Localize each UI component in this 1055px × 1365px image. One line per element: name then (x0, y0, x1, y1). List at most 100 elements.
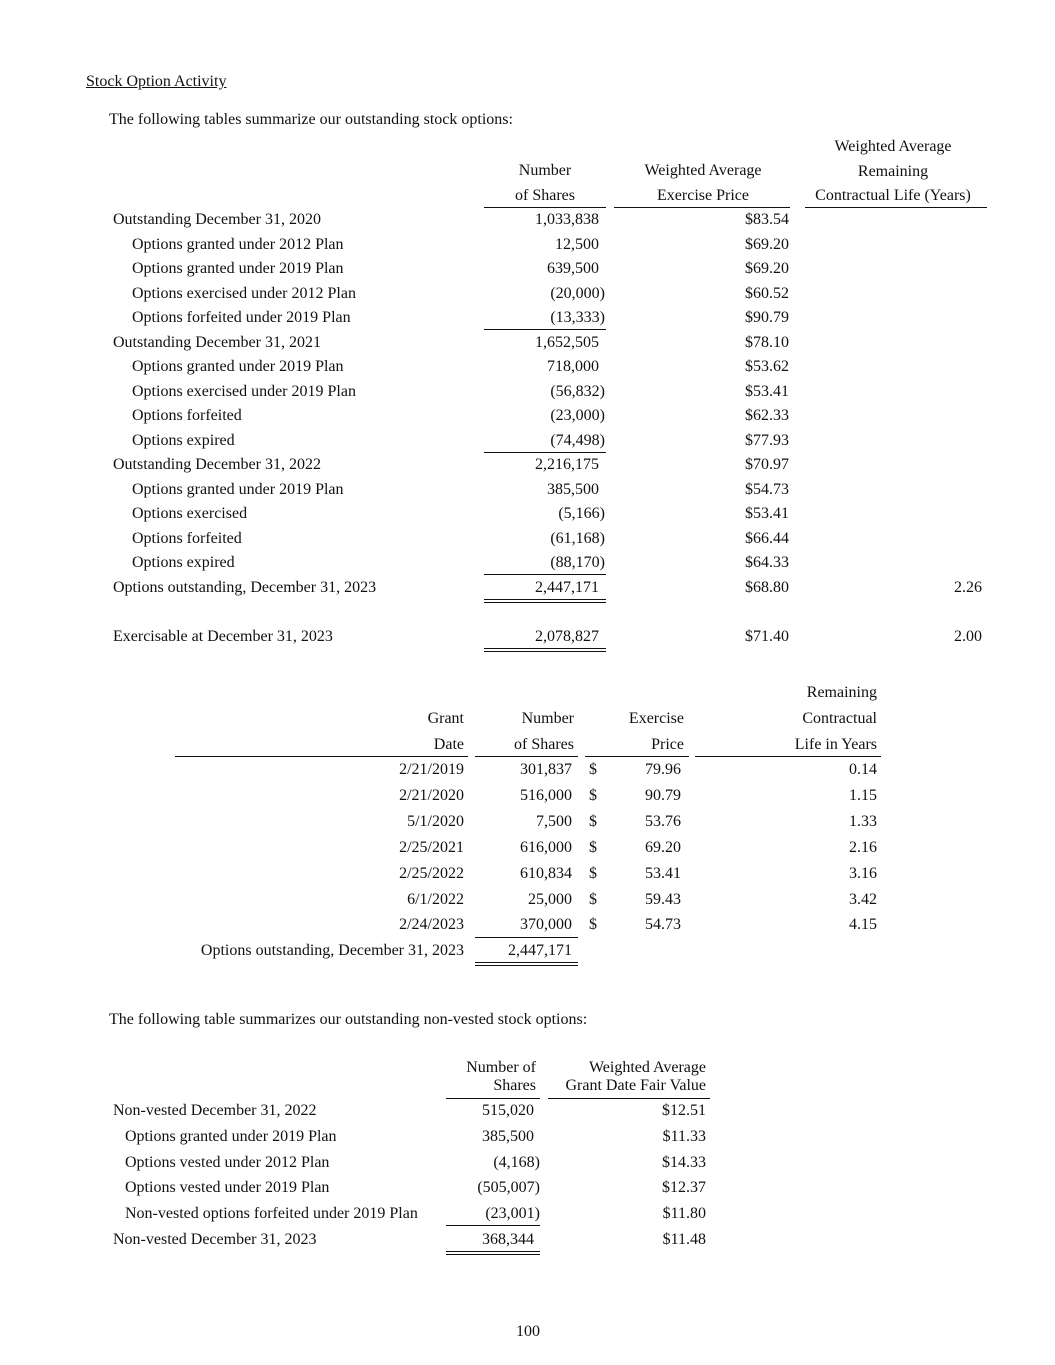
shares-value: 385,500 (482, 1127, 534, 1145)
column-header-shares: Number of (466, 1059, 536, 1076)
rule-line (475, 962, 578, 963)
shares-value: 718,000 (547, 358, 599, 376)
column-header-life: Remaining (857, 162, 929, 180)
page-number: 100 (516, 1323, 540, 1340)
grant-date: 2/21/2019 (399, 761, 464, 778)
price-value: $90.79 (745, 309, 789, 327)
value: $12.37 (662, 1179, 706, 1197)
rule-line (446, 1254, 540, 1255)
rule-line (484, 329, 606, 331)
shares-value: 1,033,838 (535, 211, 599, 228)
price-value: 54.73 (645, 916, 681, 934)
shares-value: (56,832) (550, 382, 605, 400)
column-header-value: Weighted Average (588, 1059, 706, 1076)
row-label: Options expired (132, 431, 235, 449)
life-value: 3.16 (849, 864, 877, 882)
row-label: Non-vested options forfeited under 2019 … (125, 1205, 418, 1223)
rule-line (446, 1251, 540, 1252)
shares-value: 1,652,505 (535, 333, 599, 351)
column-header-shares: Number (521, 710, 574, 727)
column-header-value: Grant Date Fair Value (565, 1077, 706, 1094)
life-value: 1.33 (849, 812, 877, 830)
column-header-shares: Shares (493, 1077, 536, 1094)
life-value: 0.14 (849, 761, 877, 778)
row-label: Options forfeited (132, 529, 242, 547)
price-value: 69.20 (645, 838, 681, 856)
grant-date: 2/25/2021 (399, 838, 464, 856)
row-label: Outstanding December 31, 2020 (113, 211, 321, 228)
life-value: 4.15 (849, 916, 877, 934)
column-header-price: Exercise (628, 710, 684, 727)
column-header-life: Weighted Average (834, 138, 952, 155)
rule-line (475, 965, 578, 966)
price-value: $53.62 (745, 358, 789, 376)
price-value: $70.97 (745, 456, 789, 474)
header-rule (475, 756, 578, 757)
total-label: Options outstanding, December 31, 2023 (200, 942, 464, 959)
header-rule (446, 1098, 540, 1099)
price-value: $60.52 (745, 284, 789, 302)
value: $12.51 (662, 1102, 706, 1119)
grant-date: 5/1/2020 (407, 812, 464, 830)
shares-value: (4,168) (493, 1153, 540, 1171)
price-value: $78.10 (745, 333, 789, 351)
row-label: Non-vested December 31, 2023 (113, 1231, 317, 1248)
price-value: 53.76 (645, 812, 681, 830)
row-label: Options forfeited (132, 407, 242, 425)
shares-value: 639,500 (547, 260, 599, 278)
column-header-shares: of Shares (515, 187, 575, 204)
shares-value: 7,500 (536, 812, 572, 830)
currency-symbol: $ (589, 812, 597, 830)
rule-line (484, 651, 606, 652)
price-value: $83.54 (745, 211, 789, 228)
price-value: $66.44 (745, 529, 789, 547)
rule-line (484, 648, 606, 649)
grant-date: 2/21/2020 (399, 786, 464, 804)
grant-date: 2/24/2023 (399, 916, 464, 934)
row-label: Options granted under 2012 Plan (132, 235, 344, 253)
life-value: 3.42 (849, 890, 877, 908)
row-label: Options vested under 2012 Plan (125, 1153, 330, 1171)
rule-line (484, 574, 606, 576)
currency-symbol: $ (589, 864, 597, 882)
price-value: $62.33 (745, 407, 789, 425)
shares-value: 370,000 (520, 916, 572, 934)
shares-value: 2,447,171 (535, 578, 599, 596)
intro-text-2: The following table summarizes our outst… (109, 1011, 588, 1028)
rule-line (484, 451, 606, 453)
column-header-life: Remaining (806, 684, 877, 701)
shares-value: 616,000 (520, 838, 572, 856)
grant-date: 6/1/2022 (407, 890, 464, 908)
header-rule (805, 207, 987, 208)
shares-value: (23,000) (550, 407, 605, 425)
column-header-date: Date (433, 736, 464, 753)
row-label: Options forfeited under 2019 Plan (132, 309, 351, 327)
shares-value: (61,168) (550, 529, 605, 547)
column-header-price: Exercise Price (657, 187, 749, 204)
price-value: $69.20 (745, 260, 789, 278)
column-header-shares: of Shares (514, 736, 574, 753)
column-header-price: Weighted Average (644, 162, 762, 179)
shares-value: 368,344 (482, 1231, 534, 1248)
shares-value: 25,000 (528, 890, 572, 908)
column-header-life: Contractual Life (Years) (815, 187, 971, 204)
row-label: Options granted under 2019 Plan (132, 260, 344, 278)
life-value: 2.16 (849, 838, 877, 856)
shares-value: (5,166) (558, 505, 605, 523)
price-value: $71.40 (745, 628, 789, 645)
row-label: Options granted under 2019 Plan (132, 358, 344, 376)
intro-text-1: The following tables summarize our outst… (109, 111, 513, 128)
price-value: $69.20 (745, 235, 789, 253)
rule-line (475, 937, 578, 939)
row-label: Options exercised under 2012 Plan (132, 284, 356, 302)
row-label: Outstanding December 31, 2021 (113, 333, 321, 351)
price-value: $53.41 (745, 505, 789, 523)
row-label: Options exercised (132, 505, 248, 523)
shares-value: 301,837 (520, 761, 572, 778)
row-label: Options exercised under 2019 Plan (132, 382, 356, 400)
currency-symbol: $ (589, 890, 597, 908)
currency-symbol: $ (589, 786, 597, 804)
price-value: $68.80 (745, 578, 789, 596)
column-header-life: Contractual (802, 710, 877, 727)
shares-value: 2,078,827 (535, 628, 599, 645)
